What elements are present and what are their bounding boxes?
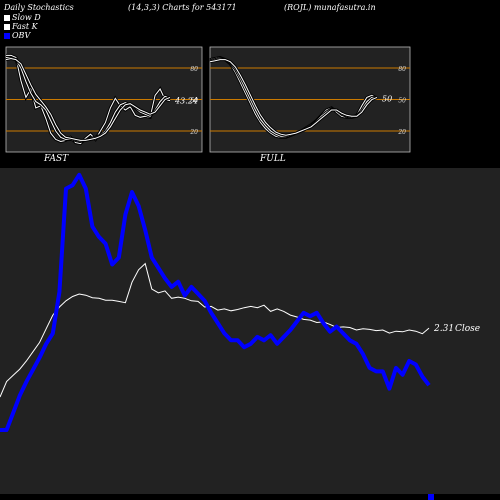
legend-slow-d-swatch: [4, 15, 10, 21]
full-tick-50: 50: [398, 98, 406, 105]
fast-value-label: 43.24: [174, 97, 198, 106]
full-tick-20: 20: [397, 129, 406, 136]
legend-fast-k: Fast K: [4, 22, 38, 31]
full-value-label: 50: [382, 94, 392, 103]
bottom-obv-marker: [428, 494, 434, 500]
legend-obv-swatch: [4, 33, 10, 39]
full-tick-80: 80: [398, 66, 406, 73]
chart-title: Daily Stochastics: [4, 3, 74, 12]
legend-fast-k-label: Fast K: [12, 22, 38, 31]
fast-series-2-line: [5, 57, 171, 141]
full-panel-label: FULL: [259, 154, 286, 164]
chart-source: (ROJL) munafasutra.in: [284, 3, 376, 12]
close-value-suffix: Close: [455, 324, 480, 334]
legend-obv-label: OBV: [12, 31, 31, 40]
obv-line: [0, 172, 431, 432]
legend-fast-k-swatch: [4, 24, 10, 30]
chart-params: (14,3,3) Charts for 543171: [128, 3, 237, 12]
legend-slow-d: Slow D: [4, 13, 41, 22]
close-value-label: 2.31: [433, 324, 454, 334]
fast-tick-20: 20: [189, 129, 198, 136]
fast-panel-label: FAST: [43, 154, 69, 164]
full-series-2-line: [209, 59, 378, 136]
close-line: [0, 262, 430, 398]
fast-tick-80: 80: [190, 66, 198, 73]
bottom-strip: [0, 494, 500, 500]
legend-obv: OBV: [4, 31, 30, 40]
fast-tick-50: 50: [190, 98, 198, 105]
legend-slow-d-label: Slow D: [12, 13, 41, 22]
